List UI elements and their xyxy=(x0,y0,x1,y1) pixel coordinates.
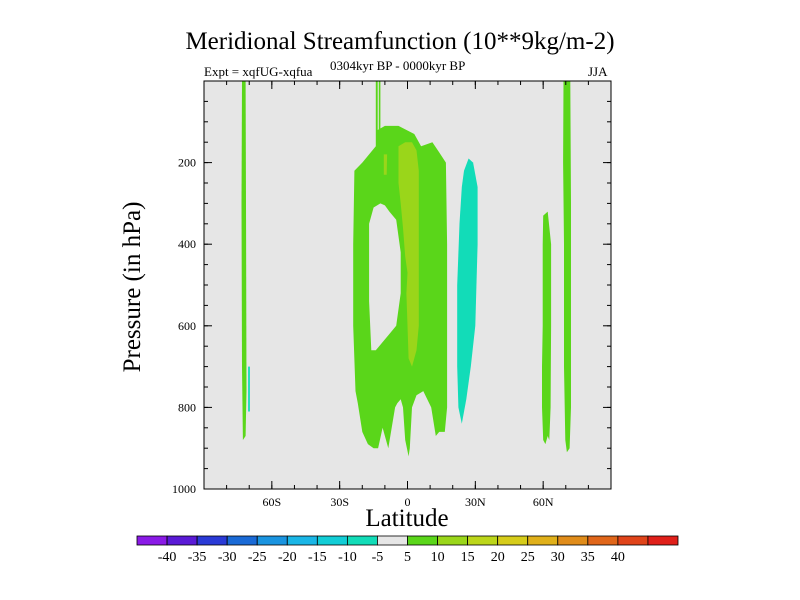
y-tick-label: 1000 xyxy=(172,482,196,496)
colorbar-swatch xyxy=(257,536,287,545)
colorbar-label: -20 xyxy=(278,550,297,565)
colorbar-swatch xyxy=(317,536,347,545)
colorbar-label: 15 xyxy=(461,550,475,565)
colorbar-swatch xyxy=(137,536,167,545)
colorbar-label: 30 xyxy=(551,550,565,565)
colorbar-label: 40 xyxy=(611,550,625,565)
colorbar-swatch xyxy=(347,536,377,545)
colorbar-label: -30 xyxy=(218,550,237,565)
colorbar-swatch xyxy=(528,536,558,545)
colorbar-swatch xyxy=(438,536,468,545)
plot-area xyxy=(204,81,611,489)
y-axis-label: Pressure (in hPa) xyxy=(119,202,146,373)
region-50n-cell xyxy=(542,212,551,445)
region-70s-strip xyxy=(242,81,247,440)
colorbar: -40 -35 -30 -25 -20 -15 -10 -5 5 10 15 20 25 30 35 40 xyxy=(137,536,678,565)
colorbar-swatch xyxy=(498,536,528,545)
colorbar-swatch xyxy=(408,536,438,545)
colorbar-label: 5 xyxy=(404,550,411,565)
region-tropical-cell-notch xyxy=(379,81,381,130)
colorbar-swatch xyxy=(377,536,407,545)
colorbar-label: -10 xyxy=(338,550,357,565)
colorbar-label: -35 xyxy=(188,550,207,565)
region-tropical-core-tip xyxy=(384,154,387,174)
chart-canvas: 60S 30S 0 30N 60N2004006008001000 Latitude P… xyxy=(0,0,800,600)
colorbar-swatch xyxy=(167,536,197,545)
y-tick-label: 200 xyxy=(178,156,196,170)
colorbar-swatch xyxy=(197,536,227,545)
colorbar-swatch xyxy=(287,536,317,545)
colorbar-swatch xyxy=(648,536,678,545)
x-axis-label: Latitude xyxy=(365,505,448,532)
colorbar-label: 25 xyxy=(521,550,535,565)
x-tick-label: 30S xyxy=(330,495,349,509)
colorbar-label: -40 xyxy=(158,550,177,565)
x-tick-label: 60S xyxy=(262,495,281,509)
colorbar-swatch xyxy=(618,536,648,545)
colorbar-label: -25 xyxy=(248,550,267,565)
region-70s-blip xyxy=(248,367,250,412)
colorbar-swatch xyxy=(588,536,618,545)
colorbar-label: -5 xyxy=(372,550,384,565)
x-tick-label: 30N xyxy=(465,495,486,509)
colorbar-swatch xyxy=(227,536,257,545)
x-tick-label: 60N xyxy=(533,495,554,509)
y-tick-label: 400 xyxy=(178,237,196,251)
y-tick-label: 600 xyxy=(178,319,196,333)
y-tick-label: 800 xyxy=(178,400,196,414)
colorbar-label: 20 xyxy=(491,550,505,565)
colorbar-swatch xyxy=(468,536,498,545)
colorbar-swatch xyxy=(558,536,588,545)
colorbar-label: -15 xyxy=(308,550,327,565)
colorbar-label: 35 xyxy=(581,550,595,565)
colorbar-label: 10 xyxy=(431,550,445,565)
